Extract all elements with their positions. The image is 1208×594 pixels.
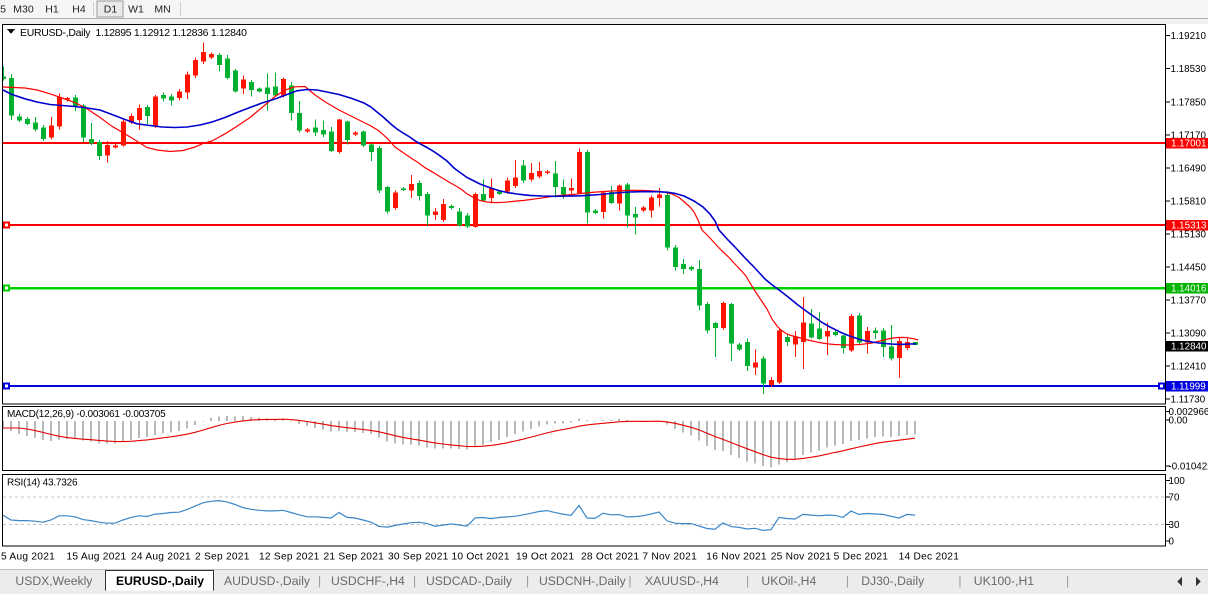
svg-text:28 Oct 2021: 28 Oct 2021 (581, 552, 639, 563)
svg-text:EURUSD-,Daily 1.12895 1.12912: EURUSD-,Daily 1.12895 1.12912 1.12836 1.… (20, 27, 247, 39)
svg-text:1.15130: 1.15130 (1171, 229, 1207, 240)
svg-text:1.18530: 1.18530 (1171, 64, 1207, 75)
svg-text:1.19210: 1.19210 (1171, 31, 1207, 42)
svg-text:1.17850: 1.17850 (1171, 97, 1207, 108)
svg-text:1.16490: 1.16490 (1171, 163, 1207, 174)
svg-text:1.12840: 1.12840 (1171, 341, 1207, 352)
svg-text:|: | (526, 574, 529, 588)
svg-text:1.17170: 1.17170 (1171, 130, 1207, 141)
svg-text:7 Nov 2021: 7 Nov 2021 (642, 552, 697, 563)
svg-text:D1: D1 (104, 4, 118, 16)
svg-text:1.11999: 1.11999 (1171, 382, 1206, 393)
svg-text:M30: M30 (13, 4, 34, 16)
svg-text:14 Dec 2021: 14 Dec 2021 (899, 552, 960, 563)
svg-text:1.13770: 1.13770 (1171, 296, 1207, 307)
svg-text:100: 100 (1169, 476, 1186, 487)
svg-text:USDCHF-,H4: USDCHF-,H4 (331, 574, 405, 588)
svg-text:5 Dec 2021: 5 Dec 2021 (834, 552, 889, 563)
svg-text:|: | (846, 574, 849, 588)
svg-text:1.14016: 1.14016 (1171, 284, 1207, 295)
svg-text:30 Sep 2021: 30 Sep 2021 (388, 552, 449, 563)
svg-text:|: | (628, 574, 631, 588)
svg-text:10 Oct 2021: 10 Oct 2021 (452, 552, 510, 563)
svg-text:|: | (1066, 574, 1069, 588)
svg-text:1.17001: 1.17001 (1171, 139, 1206, 150)
svg-text:5 Aug 2021: 5 Aug 2021 (1, 552, 55, 563)
svg-text:W1: W1 (128, 4, 144, 16)
svg-text:21 Sep 2021: 21 Sep 2021 (324, 552, 385, 563)
svg-text:5: 5 (0, 4, 6, 16)
svg-text:|: | (413, 574, 416, 588)
svg-text:UK100-,H1: UK100-,H1 (974, 574, 1035, 588)
svg-text:1.15810: 1.15810 (1171, 196, 1207, 207)
svg-text:-0.010422: -0.010422 (1169, 462, 1208, 473)
svg-text:2 Sep 2021: 2 Sep 2021 (195, 552, 250, 563)
svg-text:USDX,Weekly: USDX,Weekly (15, 574, 93, 588)
svg-text:1.11730: 1.11730 (1171, 395, 1206, 406)
svg-text:MN: MN (154, 4, 170, 16)
svg-text:0.002966: 0.002966 (1169, 407, 1208, 418)
svg-text:AUDUSD-,Daily: AUDUSD-,Daily (224, 574, 311, 588)
svg-text:USDCAD-,Daily: USDCAD-,Daily (426, 574, 513, 588)
svg-text:0.00: 0.00 (1169, 416, 1189, 427)
svg-text:DJ30-,Daily: DJ30-,Daily (861, 574, 925, 588)
svg-text:16 Nov 2021: 16 Nov 2021 (706, 552, 767, 563)
svg-text:70: 70 (1169, 493, 1180, 504)
svg-text:19 Oct 2021: 19 Oct 2021 (516, 552, 574, 563)
svg-text:|: | (958, 574, 961, 588)
svg-text:25 Nov 2021: 25 Nov 2021 (771, 552, 832, 563)
svg-text:H1: H1 (45, 4, 59, 16)
svg-text:XAUUSD-,H4: XAUUSD-,H4 (645, 574, 719, 588)
svg-text:0: 0 (1169, 537, 1175, 548)
svg-text:1.15313: 1.15313 (1171, 221, 1207, 232)
svg-text:15 Aug 2021: 15 Aug 2021 (67, 552, 127, 563)
svg-text:1.13090: 1.13090 (1171, 329, 1207, 340)
svg-text:EURUSD-,Daily: EURUSD-,Daily (116, 574, 204, 588)
svg-text:H4: H4 (72, 4, 86, 16)
svg-text:12 Sep 2021: 12 Sep 2021 (259, 552, 320, 563)
svg-text:|: | (318, 574, 321, 588)
svg-text:1.12410: 1.12410 (1171, 362, 1207, 373)
svg-text:30: 30 (1169, 520, 1180, 531)
svg-text:UKOil-,H4: UKOil-,H4 (761, 574, 816, 588)
svg-text:USDCNH-,Daily: USDCNH-,Daily (539, 574, 627, 588)
svg-text:MACD(12,26,9) -0.003061 -0.003: MACD(12,26,9) -0.003061 -0.003705 (7, 409, 166, 420)
svg-text:24 Aug 2021: 24 Aug 2021 (131, 552, 191, 563)
svg-text:1.14450: 1.14450 (1171, 262, 1207, 273)
svg-text:RSI(14) 43.7326: RSI(14) 43.7326 (7, 478, 78, 489)
svg-text:|: | (746, 574, 749, 588)
